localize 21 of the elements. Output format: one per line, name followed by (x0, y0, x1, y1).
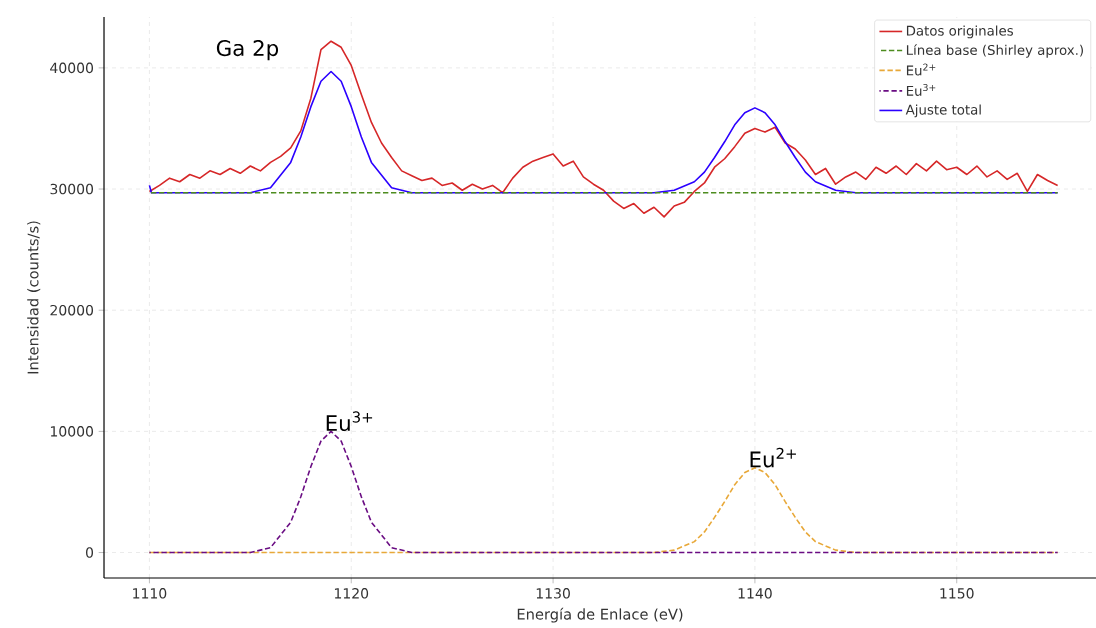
legend-label: Datos originales (906, 25, 1013, 39)
legend-label: Ajuste total (905, 104, 981, 118)
x-tick-label: 1120 (334, 588, 369, 599)
x-tick-label: 1150 (940, 588, 974, 599)
line-series (148, 430, 1059, 554)
annotation: Eu$^{3+}$ (326, 411, 373, 432)
y-tick-label: 20000 (50, 304, 94, 316)
annotation: Ga 2p (216, 40, 279, 61)
legend-label: Eu$^{3+}$ (906, 83, 936, 96)
legend-label: Línea base (Shirley aprox.) (906, 44, 1083, 58)
legend-label: Eu$^{2+}$ (906, 63, 936, 76)
x-tick-label: 1140 (738, 588, 772, 599)
y-tick-label: 30000 (50, 183, 94, 195)
x-tick-label: 1130 (536, 588, 570, 599)
x-tick-label: 1110 (133, 588, 167, 599)
y-tick-label: 10000 (50, 426, 94, 437)
annotation: Eu$^{2+}$ (750, 447, 796, 468)
x-axis-title: Energía de Enlace (eV) (517, 607, 683, 623)
y-axis-title: Intensidad (counts/s) (27, 221, 41, 374)
y-tick-label: 40000 (50, 62, 94, 74)
y-tick-label: 0 (85, 547, 94, 558)
